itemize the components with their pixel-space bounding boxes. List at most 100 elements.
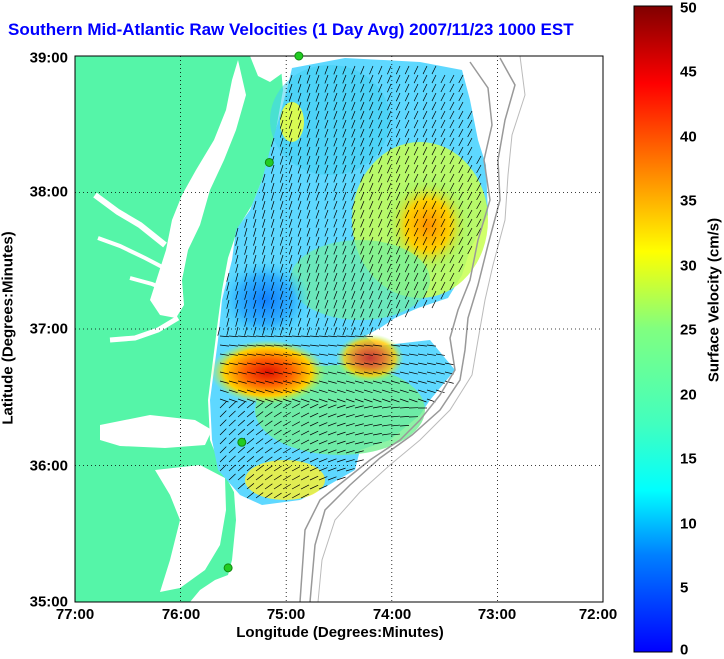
velocity-arrow bbox=[309, 457, 319, 463]
colorbar-tick: 20 bbox=[680, 386, 697, 404]
velocity-arrow bbox=[404, 101, 410, 111]
velocity-arrow bbox=[279, 173, 284, 183]
velocity-arrow bbox=[449, 182, 455, 192]
velocity-arrow bbox=[440, 137, 446, 147]
velocity-arrow bbox=[417, 344, 427, 347]
velocity-arrow bbox=[351, 317, 356, 327]
velocity-arrow bbox=[237, 455, 246, 463]
velocity-arrow bbox=[363, 353, 373, 356]
velocity-arrow bbox=[264, 474, 273, 481]
velocity-arrow bbox=[476, 182, 482, 192]
velocity-arrow bbox=[369, 299, 374, 309]
velocity-arrow bbox=[324, 164, 329, 174]
velocity-arrow bbox=[458, 164, 464, 174]
velocity-arrow bbox=[336, 413, 346, 418]
velocity-arrow bbox=[324, 101, 329, 111]
speed-zone-red-west bbox=[210, 340, 326, 404]
velocity-arrow bbox=[262, 218, 266, 228]
velocity-arrow bbox=[444, 380, 454, 384]
velocity-arrow bbox=[327, 344, 337, 347]
velocity-arrow bbox=[315, 128, 320, 138]
velocity-arrow bbox=[372, 433, 382, 436]
velocity-arrow bbox=[270, 263, 275, 273]
velocity-arrow bbox=[300, 353, 310, 356]
velocity-arrow bbox=[404, 272, 410, 282]
velocity-arrow bbox=[476, 191, 482, 201]
velocity-arrow bbox=[226, 272, 230, 282]
velocity-arrow bbox=[288, 137, 293, 147]
velocity-arrow bbox=[449, 263, 455, 273]
velocity-arrow bbox=[262, 191, 266, 201]
velocity-arrow bbox=[458, 254, 464, 264]
velocity-arrow bbox=[381, 380, 391, 384]
velocity-arrow bbox=[342, 308, 347, 318]
velocity-arrow bbox=[369, 92, 374, 102]
velocity-arrow bbox=[342, 281, 347, 291]
velocity-arrow bbox=[458, 128, 464, 138]
velocity-arrow bbox=[449, 137, 455, 147]
velocity-arrow bbox=[458, 173, 464, 183]
velocity-arrow bbox=[262, 272, 266, 282]
velocity-arrow bbox=[369, 101, 374, 111]
velocity-arrow bbox=[360, 236, 365, 246]
velocity-arrow bbox=[288, 101, 293, 111]
velocity-arrow bbox=[399, 425, 410, 427]
velocity-arrow bbox=[300, 475, 310, 481]
velocity-arrow bbox=[395, 254, 401, 264]
velocity-arrow bbox=[369, 146, 374, 156]
velocity-arrow bbox=[306, 173, 311, 183]
velocity-arrow bbox=[467, 227, 473, 237]
velocity-arrow bbox=[342, 218, 347, 228]
velocity-arrow bbox=[413, 173, 419, 183]
y-tick-label: 39:00 bbox=[29, 49, 68, 67]
velocity-arrow bbox=[390, 415, 400, 418]
velocity-arrow bbox=[297, 137, 302, 147]
velocity-arrow bbox=[404, 290, 410, 300]
velocity-arrow bbox=[255, 353, 265, 356]
velocity-arrow bbox=[291, 457, 301, 463]
velocity-arrow bbox=[369, 119, 374, 129]
velocity-arrow bbox=[309, 389, 319, 394]
velocity-arrow bbox=[237, 401, 246, 409]
velocity-arrow bbox=[387, 164, 392, 174]
plot-frame bbox=[74, 55, 604, 603]
velocity-arrow bbox=[342, 65, 347, 75]
velocity-arrow bbox=[291, 335, 301, 338]
velocity-arrow bbox=[354, 423, 364, 427]
velocity-arrow bbox=[288, 182, 293, 192]
velocity-arrow bbox=[422, 128, 428, 138]
velocity-arrow bbox=[228, 362, 238, 366]
velocity-arrow bbox=[297, 299, 302, 309]
velocity-arrow bbox=[404, 83, 410, 93]
velocity-arrow bbox=[309, 421, 319, 427]
velocity-arrow bbox=[282, 412, 291, 418]
velocity-arrow bbox=[318, 476, 328, 481]
velocity-arrow bbox=[378, 299, 383, 309]
velocity-arrow bbox=[369, 74, 374, 84]
velocity-arrow bbox=[345, 380, 355, 384]
velocity-arrow bbox=[306, 128, 311, 138]
velocity-arrow bbox=[395, 128, 401, 138]
velocity-arrow bbox=[324, 272, 329, 282]
velocity-arrow bbox=[369, 173, 374, 183]
velocity-arrow bbox=[387, 74, 392, 84]
velocity-arrow bbox=[440, 236, 446, 246]
velocity-arrow bbox=[431, 182, 437, 192]
velocity-arrow bbox=[336, 467, 346, 472]
velocity-arrow bbox=[255, 447, 264, 454]
velocity-arrow bbox=[413, 182, 419, 192]
velocity-arrow bbox=[395, 92, 401, 102]
velocity-arrow bbox=[408, 353, 418, 356]
velocity-arrow bbox=[395, 65, 401, 75]
velocity-arrow bbox=[297, 227, 302, 237]
velocity-arrow bbox=[369, 227, 374, 237]
velocity-arrow bbox=[360, 209, 365, 219]
velocity-arrow bbox=[315, 83, 320, 93]
velocity-arrow bbox=[228, 410, 236, 418]
velocity-arrow bbox=[309, 475, 319, 481]
velocity-arrow bbox=[413, 164, 419, 174]
y-tick-label: 38:00 bbox=[29, 183, 68, 201]
velocity-arrow bbox=[237, 398, 247, 403]
velocity-arrow bbox=[288, 227, 293, 237]
